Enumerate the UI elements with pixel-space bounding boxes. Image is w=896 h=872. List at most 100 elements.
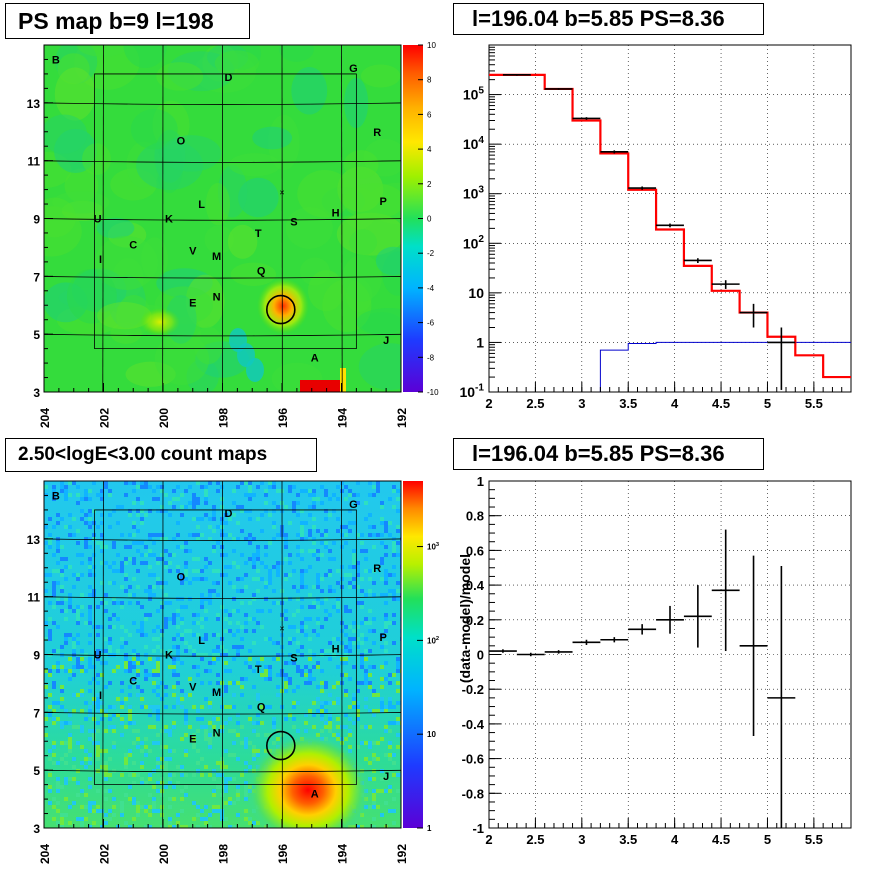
count-pixel [332, 557, 336, 561]
count-pixel [328, 729, 332, 733]
count-pixel [184, 825, 188, 828]
source-label: L [198, 199, 205, 211]
count-pixel [92, 701, 96, 705]
count-pixel [72, 585, 76, 589]
x-tick-label: 204 [38, 408, 52, 428]
count-pixel [48, 749, 52, 753]
count-pixel [288, 637, 292, 641]
count-pixel [144, 673, 148, 677]
count-pixel [268, 669, 272, 673]
count-pixel [264, 637, 268, 641]
count-pixel [48, 757, 52, 761]
count-pixel [168, 805, 172, 809]
count-pixel [160, 485, 164, 489]
source-label: C [129, 676, 137, 688]
count-pixel [232, 633, 236, 637]
count-pixel [284, 557, 288, 561]
count-pixel [64, 485, 68, 489]
count-pixel [164, 785, 168, 789]
count-pixel [80, 497, 84, 501]
count-pixel [184, 721, 188, 725]
count-pixel [108, 489, 112, 493]
count-pixel [132, 721, 136, 725]
count-pixel [156, 717, 160, 721]
count-pixel [128, 633, 132, 637]
count-pixel [224, 685, 228, 689]
count-pixel [248, 533, 252, 537]
count-pixel [308, 605, 312, 609]
count-pixel [224, 521, 228, 525]
count-pixel [320, 709, 324, 713]
count-pixel [364, 637, 368, 641]
y-tick-label: 0.8 [466, 509, 484, 524]
count-pixel [252, 565, 256, 569]
count-pixel [360, 661, 364, 665]
count-pixel [156, 685, 160, 689]
count-pixel [156, 669, 160, 673]
count-pixel [232, 825, 236, 828]
count-pixel [296, 533, 300, 537]
count-pixel [72, 649, 76, 653]
count-pixel [360, 605, 364, 609]
count-pixel [96, 625, 100, 629]
count-pixel [264, 545, 268, 549]
count-pixel [140, 481, 144, 485]
count-pixel [152, 769, 156, 773]
count-pixel [304, 633, 308, 637]
count-pixel [236, 577, 240, 581]
count-pixel [148, 725, 152, 729]
source-label: D [224, 72, 232, 84]
count-pixel [236, 589, 240, 593]
count-pixel [312, 549, 316, 553]
count-pixel [140, 777, 144, 781]
count-pixel [284, 541, 288, 545]
count-pixel [192, 745, 196, 749]
count-pixel [64, 597, 68, 601]
count-pixel [228, 705, 232, 709]
count-pixel [268, 705, 272, 709]
count-pixel [164, 621, 168, 625]
count-pixel [88, 689, 92, 693]
count-pixel [152, 541, 156, 545]
count-pixel [180, 513, 184, 517]
count-pixel [232, 801, 236, 805]
count-pixel [152, 533, 156, 537]
count-pixel [372, 569, 376, 573]
count-pixel [192, 533, 196, 537]
count-pixel [140, 553, 144, 557]
count-pixel [244, 741, 248, 745]
source-label: B [52, 54, 60, 66]
count-pixel [60, 573, 64, 577]
count-pixel [316, 573, 320, 577]
count-pixel [148, 565, 152, 569]
count-pixel [148, 613, 152, 617]
source-label: O [177, 571, 186, 583]
count-pixel [264, 677, 268, 681]
count-pixel [168, 821, 172, 825]
count-pixel [52, 553, 56, 557]
residual-data [489, 529, 796, 828]
count-pixel [44, 637, 48, 641]
count-pixel [208, 681, 212, 685]
count-pixel [92, 809, 96, 813]
count-pixel [160, 781, 164, 785]
count-pixel [176, 657, 180, 661]
count-pixel [240, 773, 244, 777]
count-pixel [248, 617, 252, 621]
source-label: G [349, 63, 358, 75]
count-pixel [176, 821, 180, 825]
count-pixel [136, 541, 140, 545]
count-pixel [164, 705, 168, 709]
count-pixel [224, 533, 228, 537]
count-pixel [284, 505, 288, 509]
count-pixel [336, 717, 340, 721]
count-pixel [84, 749, 88, 753]
count-pixel [96, 705, 100, 709]
count-pixel [136, 513, 140, 517]
count-pixel [100, 601, 104, 605]
count-pixel [136, 661, 140, 665]
count-pixel [68, 737, 72, 741]
x-tick-label: 5.5 [805, 396, 823, 411]
